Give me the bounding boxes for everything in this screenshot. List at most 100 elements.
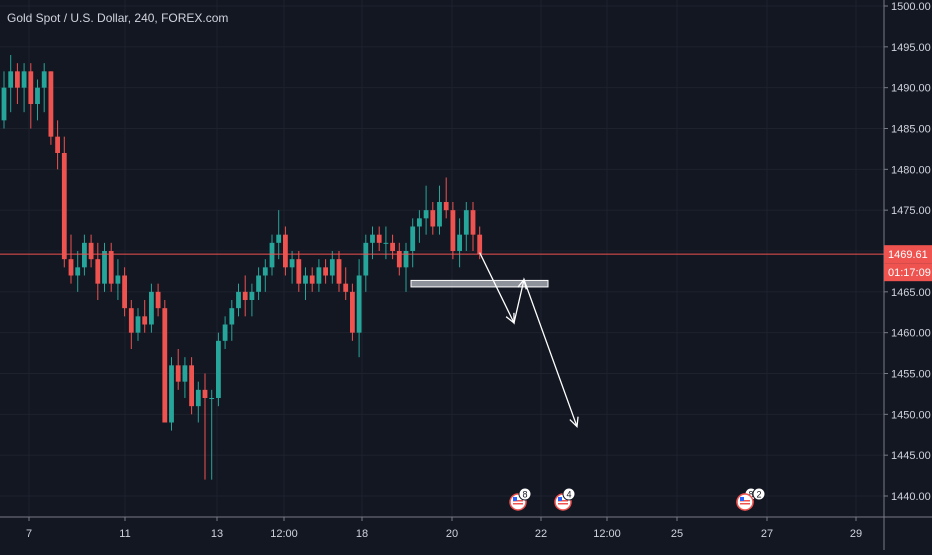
candle-body — [343, 283, 349, 292]
candle-body — [115, 275, 121, 284]
x-tick-label: 11 — [119, 528, 130, 540]
candle-body — [450, 210, 456, 251]
candle-body — [269, 242, 275, 268]
x-tick-label: 18 — [356, 528, 368, 540]
event-badge[interactable]: 2 — [736, 487, 766, 511]
y-tick-label: 1455.00 — [891, 369, 931, 381]
candle-body — [82, 242, 87, 268]
candle-body — [410, 226, 416, 251]
candle-body — [102, 251, 107, 284]
candle-body — [262, 267, 268, 276]
candle-body — [383, 242, 389, 244]
candle-body — [155, 291, 161, 309]
candle-body — [249, 291, 255, 300]
candle-body — [309, 275, 315, 284]
candle-body — [276, 234, 282, 243]
candle-body — [443, 202, 449, 211]
candle-body — [222, 324, 228, 341]
candle-body — [242, 291, 248, 300]
flag-stripe — [513, 500, 523, 502]
candle-body — [128, 308, 134, 333]
flag-stripe — [740, 500, 750, 502]
candle-body — [350, 291, 355, 333]
candle-body — [175, 365, 181, 382]
candle-body — [15, 71, 20, 88]
candle-body — [182, 365, 188, 382]
event-badge[interactable]: 8 — [509, 487, 532, 511]
candle-body — [336, 259, 342, 284]
badge-count: 8 — [522, 490, 527, 500]
projection-drawing[interactable] — [479, 252, 579, 428]
candle-body — [323, 267, 328, 276]
candle-body — [417, 218, 422, 227]
projection-arrow[interactable] — [479, 252, 578, 427]
flag-canton — [740, 497, 744, 501]
x-tick-label: 20 — [446, 528, 458, 540]
candle-body — [370, 234, 375, 243]
x-tick-label: 13 — [211, 528, 223, 540]
support-zone-layer[interactable] — [410, 279, 549, 288]
flag-canton — [513, 497, 517, 501]
candle-body — [329, 259, 335, 276]
candle-body — [423, 210, 429, 219]
candle-body — [169, 365, 174, 423]
candle-body — [437, 202, 442, 227]
candle-body — [396, 251, 402, 268]
support-zone-rect[interactable] — [410, 279, 549, 288]
flag-canton — [558, 497, 562, 501]
y-tick-label: 1450.00 — [891, 409, 931, 421]
arrow-head — [505, 312, 515, 325]
candle-body — [296, 259, 302, 284]
candle-body — [88, 242, 94, 260]
badge-count: 2 — [756, 490, 761, 500]
arrow-head — [517, 278, 527, 290]
y-tick-label: 1465.00 — [891, 287, 931, 299]
y-tick-label: 1460.00 — [891, 328, 931, 340]
y-tick-label: 1500.00 — [891, 1, 931, 13]
candle-body — [162, 308, 168, 423]
candle-body — [403, 251, 409, 268]
y-tick-label: 1490.00 — [891, 83, 931, 95]
y-tick-label: 1440.00 — [891, 491, 931, 503]
candle-body — [95, 259, 101, 284]
candle-body — [1, 87, 7, 121]
us-flag-icon — [736, 493, 754, 511]
candle-body — [283, 234, 288, 268]
candle-body — [122, 275, 127, 309]
x-tick-label: 29 — [850, 528, 862, 540]
countdown-label: 01:17:09 — [888, 267, 931, 279]
candle-body — [477, 234, 483, 255]
candle-body — [236, 291, 241, 309]
candle-body — [28, 71, 34, 104]
candle-body — [457, 234, 462, 251]
candle-body — [216, 340, 221, 398]
candle-body — [189, 365, 194, 407]
candle-body — [41, 71, 47, 88]
flag-stripe — [558, 503, 568, 505]
flag-stripe — [513, 503, 523, 505]
badge-count-bg — [562, 487, 576, 501]
candle-body — [256, 275, 261, 292]
candles — [0, 55, 884, 480]
price-label-bg — [884, 245, 932, 264]
badge-count: 4 — [566, 490, 571, 500]
x-tick-label: 7 — [26, 528, 32, 540]
candle-body — [48, 71, 54, 137]
event-badge[interactable]: 4 — [554, 487, 576, 511]
y-tick-label: 1445.00 — [891, 450, 931, 462]
candle-body — [303, 275, 308, 284]
x-tick-label: 12:00 — [270, 528, 298, 540]
candle-body — [376, 234, 382, 243]
candle-body — [61, 153, 67, 260]
candle-body — [55, 136, 60, 153]
y-tick-label: 1485.00 — [891, 124, 931, 136]
candle-body — [35, 87, 40, 104]
y-tick-label: 1495.00 — [891, 42, 931, 54]
badge-count-bg — [752, 487, 766, 501]
flag-stripe — [558, 500, 568, 502]
flag-stripe — [740, 503, 750, 505]
